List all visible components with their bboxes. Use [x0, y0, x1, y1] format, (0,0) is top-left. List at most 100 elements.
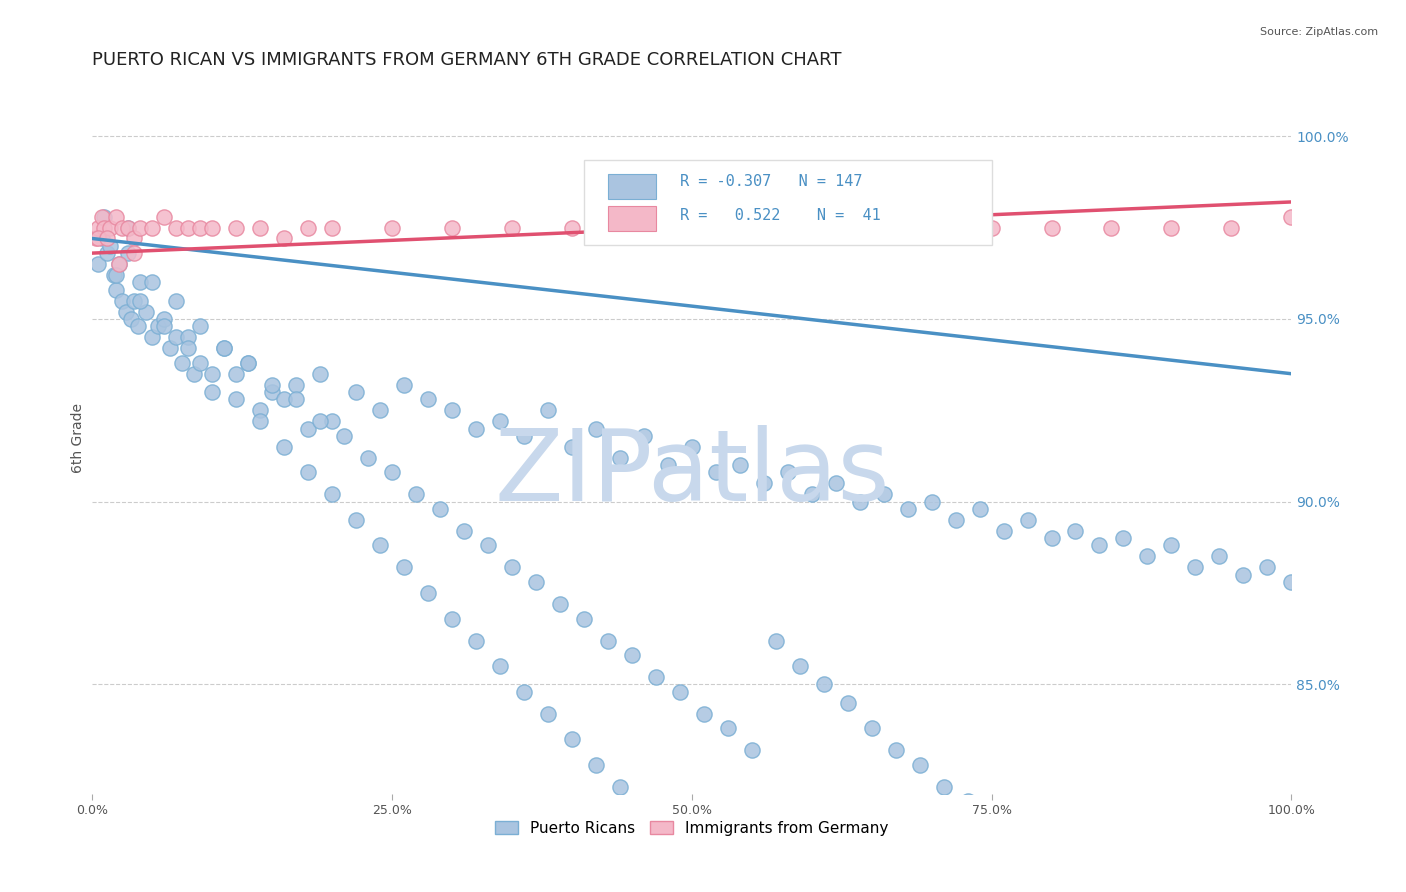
Point: [201, 367, 224, 381]
Point: [172, 356, 194, 370]
Point: [429, 502, 451, 516]
Point: [440, 403, 463, 417]
Point: [249, 403, 271, 417]
Point: [572, 611, 595, 625]
Point: [741, 743, 763, 757]
Point: [717, 721, 740, 735]
Point: [1256, 560, 1278, 574]
Point: [620, 220, 643, 235]
Point: [236, 356, 259, 370]
Point: [111, 293, 134, 308]
Text: R =   0.522    N =  41: R = 0.522 N = 41: [679, 209, 880, 223]
Point: [860, 220, 883, 235]
Point: [225, 220, 247, 235]
Point: [752, 476, 775, 491]
Text: PUERTO RICAN VS IMMIGRANTS FROM GERMANY 6TH GRADE CORRELATION CHART: PUERTO RICAN VS IMMIGRANTS FROM GERMANY …: [93, 51, 842, 69]
Point: [141, 330, 163, 344]
Point: [165, 220, 187, 235]
Point: [969, 502, 991, 516]
Point: [416, 586, 439, 600]
Point: [212, 341, 235, 355]
Text: R = -0.307   N = 147: R = -0.307 N = 147: [679, 174, 862, 189]
Point: [932, 780, 955, 794]
Point: [1101, 220, 1123, 235]
Point: [524, 575, 547, 590]
Point: [177, 330, 200, 344]
Point: [188, 356, 211, 370]
Point: [884, 743, 907, 757]
Point: [728, 458, 751, 472]
Point: [945, 513, 967, 527]
Point: [537, 403, 560, 417]
Point: [107, 257, 129, 271]
Point: [273, 392, 295, 407]
Point: [837, 696, 859, 710]
Point: [489, 414, 512, 428]
Point: [657, 830, 679, 845]
Point: [105, 268, 128, 282]
Point: [87, 220, 110, 235]
Point: [1232, 567, 1254, 582]
Point: [585, 421, 607, 435]
Point: [513, 684, 536, 698]
Legend: Puerto Ricans, Immigrants from Germany: Puerto Ricans, Immigrants from Germany: [486, 813, 897, 844]
Point: [1112, 531, 1135, 545]
Point: [921, 220, 943, 235]
Point: [285, 392, 308, 407]
Point: [111, 220, 134, 235]
Point: [633, 429, 655, 443]
Point: [84, 231, 107, 245]
Point: [333, 429, 356, 443]
Point: [201, 220, 224, 235]
Point: [609, 450, 631, 465]
Point: [153, 210, 176, 224]
Point: [1136, 549, 1159, 564]
Point: [153, 319, 176, 334]
Point: [908, 757, 931, 772]
Point: [1017, 513, 1039, 527]
Point: [127, 319, 149, 334]
Point: [93, 210, 115, 224]
Point: [273, 440, 295, 454]
Point: [344, 384, 367, 399]
Bar: [607, 174, 655, 199]
Point: [129, 220, 152, 235]
Point: [141, 220, 163, 235]
Point: [1160, 220, 1182, 235]
Point: [141, 276, 163, 290]
Point: [416, 392, 439, 407]
Bar: [607, 206, 655, 231]
Point: [501, 220, 523, 235]
Point: [105, 283, 128, 297]
Point: [122, 293, 145, 308]
Point: [1208, 549, 1230, 564]
Point: [273, 231, 295, 245]
Point: [681, 220, 703, 235]
Point: [1279, 210, 1302, 224]
Point: [776, 466, 799, 480]
Point: [561, 220, 583, 235]
Point: [561, 732, 583, 747]
Point: [260, 377, 283, 392]
Point: [153, 312, 176, 326]
Point: [1220, 220, 1243, 235]
FancyBboxPatch shape: [583, 160, 991, 245]
Point: [135, 304, 157, 318]
Point: [872, 487, 894, 501]
Point: [681, 440, 703, 454]
Point: [146, 319, 169, 334]
Point: [800, 487, 823, 501]
Point: [159, 341, 181, 355]
Point: [1028, 853, 1050, 867]
Point: [440, 220, 463, 235]
Point: [225, 392, 247, 407]
Point: [1160, 539, 1182, 553]
Point: [297, 466, 319, 480]
Y-axis label: 6th Grade: 6th Grade: [72, 402, 86, 473]
Point: [800, 220, 823, 235]
Point: [177, 220, 200, 235]
Point: [285, 377, 308, 392]
Point: [260, 384, 283, 399]
Point: [980, 220, 1002, 235]
Point: [440, 611, 463, 625]
